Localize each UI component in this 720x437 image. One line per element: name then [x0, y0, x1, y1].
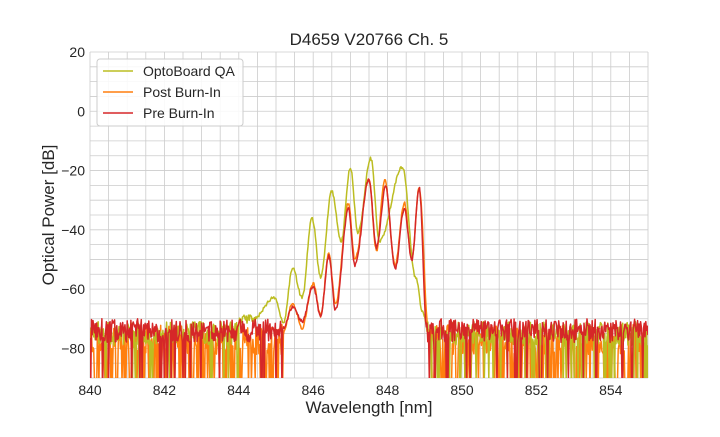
y-tick-label: −80 — [61, 340, 85, 356]
x-tick-label: 842 — [153, 382, 177, 398]
y-tick-label: 0 — [77, 103, 85, 119]
x-tick-label: 850 — [450, 382, 474, 398]
series-line-pre-burn-in — [90, 178, 648, 378]
x-axis-label: Wavelength [nm] — [306, 398, 433, 417]
x-tick-label: 846 — [302, 382, 326, 398]
x-tick-label: 852 — [525, 382, 549, 398]
x-tick-label: 854 — [599, 382, 623, 398]
chart-title: D4659 V20766 Ch. 5 — [290, 30, 449, 49]
y-tick-label: −40 — [61, 222, 85, 238]
legend-label-post-burn-in: Post Burn-In — [143, 84, 221, 100]
x-tick-label: 844 — [227, 382, 251, 398]
y-tick-label: −60 — [61, 281, 85, 297]
legend-box — [96, 58, 244, 127]
y-tick-label: −20 — [61, 163, 85, 179]
legend-label-optoboard-qa: OptoBoard QA — [143, 63, 235, 79]
x-tick-labels: 840 842 844 846 848 850 852 854 — [78, 382, 622, 398]
x-tick-label: 848 — [376, 382, 400, 398]
y-tick-label: 20 — [69, 44, 85, 60]
y-tick-labels: 20 0 −20 −40 −60 −80 — [61, 44, 85, 356]
y-axis-label: Optical Power [dB] — [39, 145, 58, 286]
legend-label-pre-burn-in: Pre Burn-In — [143, 105, 215, 121]
x-tick-label: 840 — [78, 382, 102, 398]
series-group — [90, 156, 648, 378]
legend: OptoBoard QA Post Burn-In Pre Burn-In — [96, 58, 244, 127]
